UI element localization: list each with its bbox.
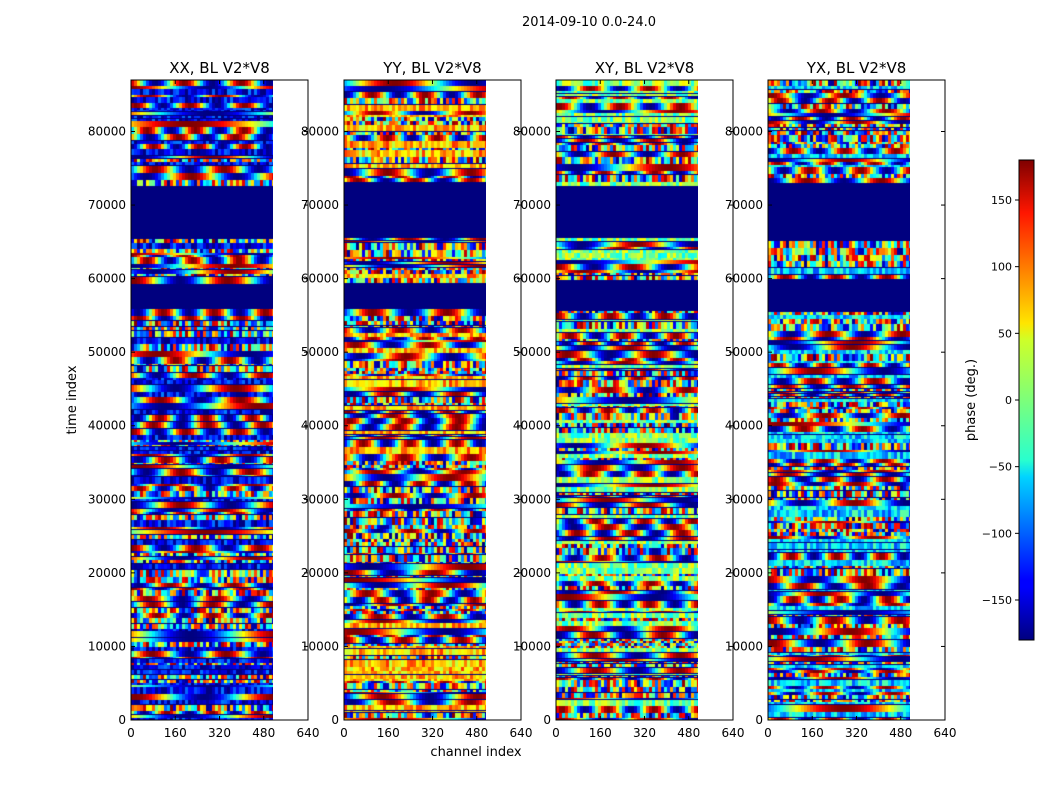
panel-title: YX, BL V2*V8 xyxy=(806,59,907,77)
y-tick-label: 70000 xyxy=(301,198,339,212)
phase-heatmap xyxy=(131,80,273,720)
colorbar-gradient xyxy=(1018,159,1035,641)
x-tick-label: 0 xyxy=(127,726,135,740)
y-tick-label: 40000 xyxy=(88,419,126,433)
y-tick-label: 70000 xyxy=(88,198,126,212)
x-tick-label: 160 xyxy=(377,726,400,740)
y-tick-label: 30000 xyxy=(301,492,339,506)
colorbar-tick-label: −150 xyxy=(982,594,1012,607)
x-tick-label: 480 xyxy=(677,726,700,740)
y-tick-label: 70000 xyxy=(513,198,551,212)
y-tick-label: 80000 xyxy=(513,124,551,138)
x-tick-label: 160 xyxy=(164,726,187,740)
phase-heatmap xyxy=(768,80,910,720)
y-tick-label: 30000 xyxy=(88,492,126,506)
x-tick-label: 320 xyxy=(633,726,656,740)
colorbar-label: phase (deg.) xyxy=(964,359,979,441)
y-tick-label: 0 xyxy=(755,713,763,727)
x-tick-label: 0 xyxy=(764,726,772,740)
y-tick-label: 10000 xyxy=(301,639,339,653)
x-tick-label: 320 xyxy=(845,726,868,740)
y-tick-label: 50000 xyxy=(513,345,551,359)
y-tick-label: 10000 xyxy=(88,639,126,653)
y-tick-label: 0 xyxy=(543,713,551,727)
x-tick-label: 0 xyxy=(340,726,348,740)
x-tick-label: 480 xyxy=(252,726,275,740)
x-tick-label: 480 xyxy=(465,726,488,740)
x-tick-label: 640 xyxy=(297,726,320,740)
y-tick-label: 50000 xyxy=(301,345,339,359)
y-tick-label: 40000 xyxy=(513,419,551,433)
y-tick-label: 0 xyxy=(331,713,339,727)
y-tick-label: 20000 xyxy=(513,566,551,580)
x-tick-label: 640 xyxy=(722,726,745,740)
figure-title: 2014-09-10 0.0-24.0 xyxy=(522,15,656,30)
y-tick-label: 20000 xyxy=(88,566,126,580)
phase-heatmap xyxy=(556,80,698,720)
y-tick-label: 80000 xyxy=(301,124,339,138)
y-tick-label: 80000 xyxy=(88,124,126,138)
x-tick-label: 480 xyxy=(889,726,912,740)
colorbar-tick-label: −50 xyxy=(989,461,1012,474)
x-axis-label: channel index xyxy=(430,745,521,760)
y-tick-label: 20000 xyxy=(725,566,763,580)
y-axis-label: time index xyxy=(65,365,80,434)
y-tick-label: 30000 xyxy=(725,492,763,506)
x-tick-label: 0 xyxy=(552,726,560,740)
panel-xy: XY, BL V2*V8 0 160 320 480 640 0 10000 20000 3000… xyxy=(513,59,745,740)
panel-yx: YX, BL V2*V8 0 160 320 480 640 0 10000 20000 3000… xyxy=(725,59,957,740)
colorbar: phase (deg.) −150 −100 −50 0 50 100 150 xyxy=(964,159,1035,641)
colorbar-tick-label: 50 xyxy=(998,327,1012,340)
y-tick-label: 10000 xyxy=(513,639,551,653)
y-tick-label: 30000 xyxy=(513,492,551,506)
x-tick-label: 640 xyxy=(510,726,533,740)
y-tick-label: 40000 xyxy=(301,419,339,433)
colorbar-tick-label: 100 xyxy=(991,261,1012,274)
panel-title: YY, BL V2*V8 xyxy=(382,59,481,77)
y-tick-label: 50000 xyxy=(725,345,763,359)
x-tick-label: 160 xyxy=(801,726,824,740)
colorbar-tick-label: 150 xyxy=(991,194,1012,207)
colorbar-tick-label: −100 xyxy=(982,527,1012,540)
y-tick-label: 0 xyxy=(118,713,126,727)
x-tick-label: 640 xyxy=(934,726,957,740)
y-tick-label: 70000 xyxy=(725,198,763,212)
y-tick-label: 20000 xyxy=(301,566,339,580)
y-tick-label: 60000 xyxy=(725,272,763,286)
y-tick-label: 60000 xyxy=(88,272,126,286)
y-tick-label: 80000 xyxy=(725,124,763,138)
y-tick-label: 10000 xyxy=(725,639,763,653)
colorbar-tick-label: 0 xyxy=(1005,394,1012,407)
y-tick-label: 50000 xyxy=(88,345,126,359)
y-tick-label: 60000 xyxy=(513,272,551,286)
x-tick-label: 320 xyxy=(208,726,231,740)
panel-xx: XX, BL V2*V8 0 160 320 480 640 0 10000 20000 3000… xyxy=(88,59,320,740)
panel-title: XX, BL V2*V8 xyxy=(169,59,270,77)
x-tick-label: 320 xyxy=(421,726,444,740)
y-tick-label: 40000 xyxy=(725,419,763,433)
phase-heatmap xyxy=(344,80,486,720)
y-tick-label: 60000 xyxy=(301,272,339,286)
x-tick-label: 160 xyxy=(589,726,612,740)
panel-yy: YY, BL V2*V8 0 160 320 480 640 0 10000 20000 3000… xyxy=(301,59,533,740)
panel-title: XY, BL V2*V8 xyxy=(595,59,695,77)
